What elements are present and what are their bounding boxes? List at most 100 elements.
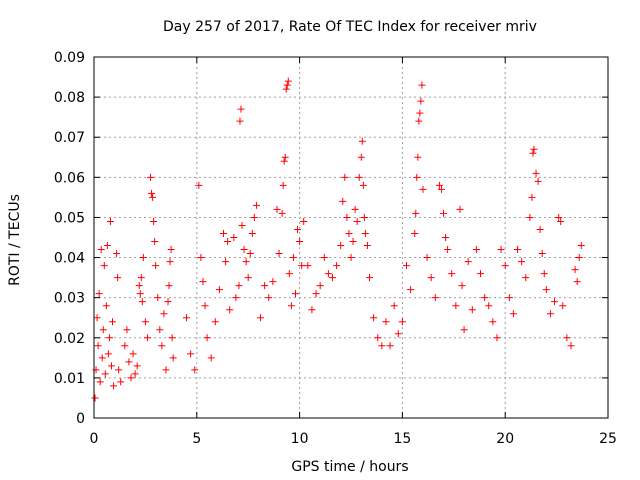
chart-title: Day 257 of 2017, Rate Of TEC Index for r… xyxy=(163,19,537,35)
data-point xyxy=(102,302,110,310)
data-point xyxy=(149,193,157,201)
data-point xyxy=(95,290,103,298)
data-point xyxy=(417,97,425,105)
data-point xyxy=(509,310,517,318)
data-point xyxy=(226,306,234,314)
data-point xyxy=(444,246,452,254)
data-point xyxy=(273,205,281,213)
data-point xyxy=(493,334,501,342)
data-point xyxy=(452,302,460,310)
x-tick-label: 5 xyxy=(192,431,201,447)
data-point xyxy=(532,169,540,177)
data-point xyxy=(207,354,215,362)
y-tick-label: 0.07 xyxy=(54,130,85,146)
data-point xyxy=(522,274,530,282)
y-tick-label: 0.09 xyxy=(54,50,85,66)
data-point xyxy=(280,157,288,165)
data-point xyxy=(138,298,146,306)
data-point xyxy=(501,262,509,270)
plot-frame xyxy=(93,56,609,419)
x-tick-label: 0 xyxy=(90,431,99,447)
data-point xyxy=(156,326,164,334)
data-point xyxy=(106,217,114,225)
data-point xyxy=(360,213,368,221)
data-point xyxy=(248,229,256,237)
data-point xyxy=(540,270,548,278)
data-point xyxy=(93,314,101,322)
data-point xyxy=(407,286,415,294)
data-point xyxy=(107,362,115,370)
data-point xyxy=(571,266,579,274)
data-point xyxy=(458,282,466,290)
data-point xyxy=(300,217,308,225)
data-point xyxy=(567,342,575,350)
data-point xyxy=(252,201,260,209)
data-point xyxy=(468,306,476,314)
data-point xyxy=(147,173,155,181)
data-point xyxy=(282,85,290,93)
data-point xyxy=(316,282,324,290)
data-point xyxy=(366,274,374,282)
data-point xyxy=(165,282,173,290)
data-point xyxy=(398,318,406,326)
data-point xyxy=(158,342,166,350)
data-point xyxy=(514,246,522,254)
data-point xyxy=(110,382,118,390)
data-point xyxy=(164,298,172,306)
data-point xyxy=(324,270,332,278)
data-point xyxy=(413,173,421,181)
data-point xyxy=(341,173,349,181)
data-point xyxy=(460,326,468,334)
y-tick-label: 0.06 xyxy=(54,170,85,186)
data-point xyxy=(183,314,191,322)
data-point xyxy=(353,217,361,225)
data-point xyxy=(419,185,427,193)
data-point xyxy=(328,274,336,282)
data-point xyxy=(308,306,316,314)
data-point xyxy=(530,145,538,153)
data-point xyxy=(244,274,252,282)
data-point xyxy=(141,318,149,326)
data-point xyxy=(361,229,369,237)
data-point xyxy=(166,258,174,266)
data-point xyxy=(287,302,295,310)
x-tick-label: 20 xyxy=(496,431,514,447)
data-point xyxy=(415,117,423,125)
data-point xyxy=(96,378,104,386)
data-point xyxy=(390,302,398,310)
data-point xyxy=(285,270,293,278)
data-point xyxy=(242,258,250,266)
y-tick-label: 0.08 xyxy=(54,90,85,106)
data-point xyxy=(222,258,230,266)
data-point xyxy=(125,358,133,366)
x-tick-label: 10 xyxy=(291,431,309,447)
data-point xyxy=(235,282,243,290)
data-point xyxy=(559,302,567,310)
data-point xyxy=(220,229,228,237)
data-point xyxy=(298,262,306,270)
data-point xyxy=(573,278,581,286)
data-point xyxy=(456,205,464,213)
data-point xyxy=(472,246,480,254)
y-tick-label: 0.05 xyxy=(54,210,85,226)
data-point xyxy=(275,250,283,258)
data-point xyxy=(497,246,505,254)
data-point xyxy=(131,370,139,378)
data-point xyxy=(423,254,431,262)
data-point xyxy=(269,278,277,286)
data-point xyxy=(121,342,129,350)
data-point xyxy=(117,378,125,386)
data-point xyxy=(143,334,151,342)
data-point xyxy=(115,366,123,374)
data-point xyxy=(100,262,108,270)
data-point xyxy=(101,370,109,378)
data-point xyxy=(378,342,386,350)
data-point xyxy=(386,342,394,350)
data-point xyxy=(505,294,513,302)
data-point xyxy=(211,318,219,326)
data-point xyxy=(370,314,378,322)
data-point xyxy=(98,354,106,362)
data-point xyxy=(103,242,111,250)
data-point xyxy=(394,330,402,338)
